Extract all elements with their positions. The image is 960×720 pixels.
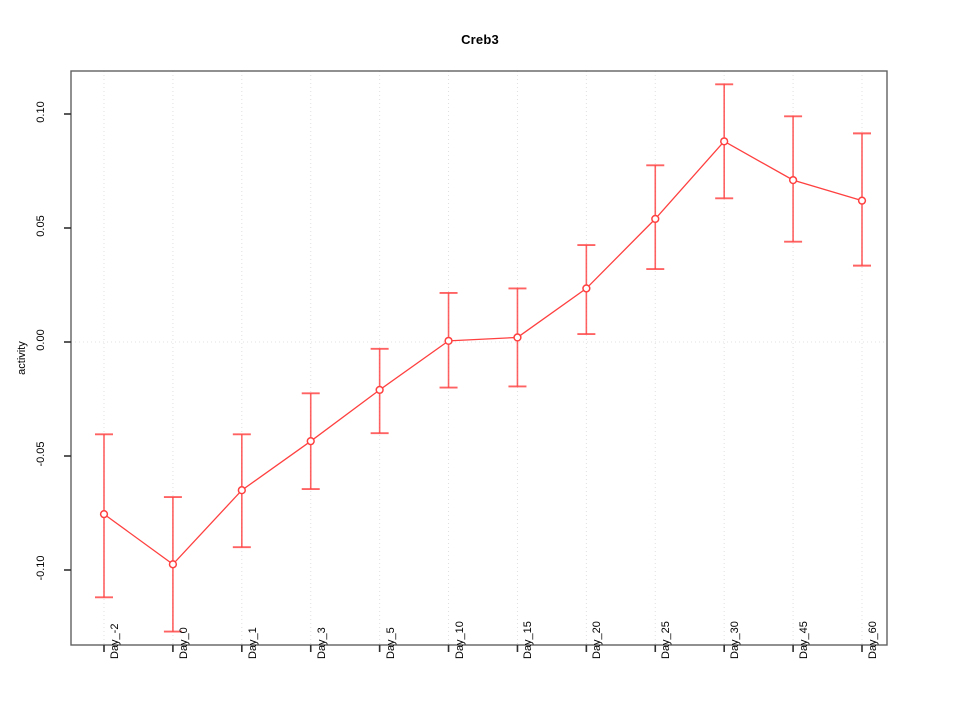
data-point-marker[interactable]	[237, 486, 246, 495]
data-point-marker[interactable]	[513, 333, 522, 342]
y-tick-label: 0.00	[35, 329, 47, 351]
x-tick-label: Day_-2	[109, 623, 121, 659]
data-point-marker[interactable]	[375, 385, 384, 395]
axis-box	[70, 70, 888, 646]
plot-border	[70, 70, 888, 646]
data-point-marker[interactable]	[168, 560, 178, 569]
chart-title: Creb3	[461, 32, 499, 47]
gridlines	[71, 71, 887, 645]
y-tick-label: 0.10	[35, 101, 47, 123]
data-markers	[99, 137, 867, 569]
y-tick-label: -0.10	[35, 555, 47, 581]
data-point-marker[interactable]	[444, 336, 453, 346]
x-tick-label: Day_20	[591, 621, 604, 659]
x-tick-label: Day_45	[798, 621, 811, 659]
y-tick-label: -0.05	[35, 441, 47, 467]
x-tick-label: Day_25	[660, 621, 673, 659]
x-tick-label: Day_3	[315, 627, 328, 659]
y-tick-label: 0.05	[35, 215, 47, 237]
x-tick-label: Day_10	[453, 621, 466, 659]
x-tick-label: Day_15	[522, 621, 535, 659]
data-point-marker[interactable]	[306, 437, 315, 446]
data-point-marker[interactable]	[651, 214, 660, 224]
x-tick-label: Day_30	[729, 621, 742, 659]
x-tick-label: Day_0	[177, 627, 190, 659]
data-point-marker[interactable]	[857, 196, 867, 205]
axis-ticks	[64, 113, 863, 652]
data-point-marker[interactable]	[720, 137, 729, 146]
error-bars	[95, 83, 871, 633]
data-line	[103, 140, 863, 566]
x-tick-label: Day_5	[384, 627, 397, 659]
data-point-marker[interactable]	[582, 284, 591, 293]
data-point-marker[interactable]	[99, 509, 109, 519]
x-tick-label: Day_60	[867, 621, 879, 659]
x-tick-label: Day_1	[246, 627, 259, 659]
series-line	[103, 140, 863, 566]
data-point-marker[interactable]	[788, 175, 798, 185]
